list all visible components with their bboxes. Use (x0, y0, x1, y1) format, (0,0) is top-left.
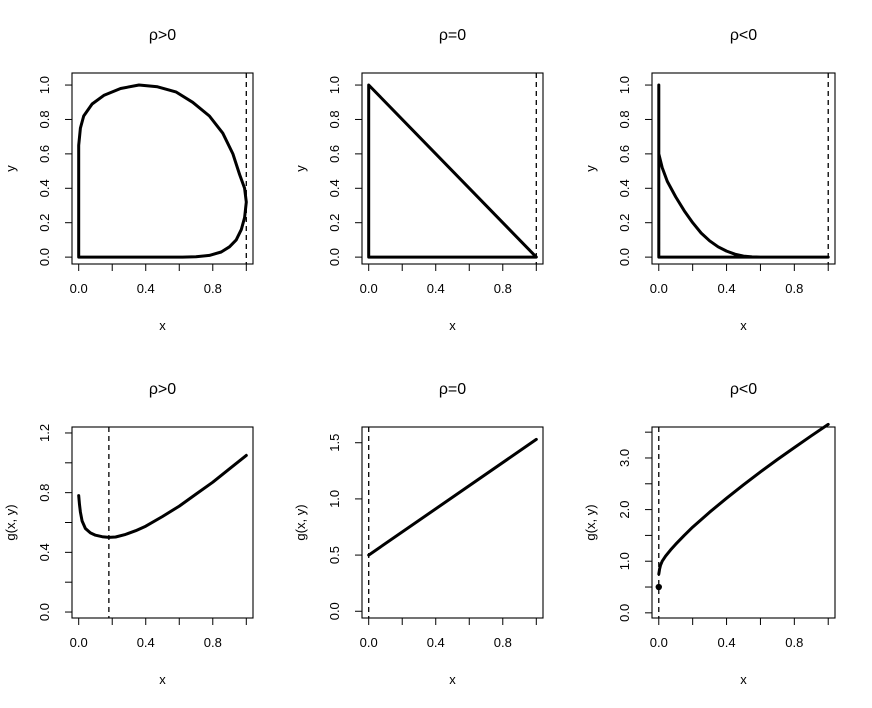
y-tick-label: 1.0 (617, 552, 632, 570)
plot-frame (71, 426, 254, 619)
y-tick-label: 1.5 (327, 434, 342, 452)
y-tick-label: 0.8 (327, 110, 342, 128)
y-tick-label: 0.0 (327, 248, 342, 266)
y-tick-label: 0.8 (37, 110, 52, 128)
y-tick-label: 0.2 (617, 214, 632, 232)
y-tick-label: 0.4 (617, 179, 632, 197)
y-tick-label: 0.0 (617, 604, 632, 622)
x-tick-label: 0.4 (427, 635, 445, 650)
x-tick-label: 0.8 (785, 635, 803, 650)
x-tick-label: 0.0 (70, 281, 88, 296)
x-tick-label: 0.4 (427, 281, 445, 296)
y-tick-label: 0.0 (37, 603, 52, 621)
y-tick-label: 0.0 (327, 602, 342, 620)
x-tick-label: 0.8 (494, 635, 512, 650)
panel-title: ρ<0 (730, 27, 757, 44)
y-axis-label: y (583, 165, 598, 172)
series-line (77, 453, 248, 539)
panel-title: ρ=0 (439, 27, 466, 44)
y-axis-label: y (293, 165, 308, 172)
x-tick-label: 0.0 (70, 635, 88, 650)
y-tick-label: 0.0 (617, 248, 632, 266)
panel-title: ρ>0 (149, 381, 176, 398)
x-axis-label: x (740, 318, 747, 333)
plot-frame (651, 426, 836, 619)
y-axis-label: y (3, 165, 18, 172)
y-axis-label: g(x, y) (3, 504, 18, 540)
plot-frame (71, 72, 254, 265)
y-tick-label: 0.5 (327, 546, 342, 564)
y-tick-label: 0.8 (617, 110, 632, 128)
series-line (657, 83, 830, 259)
y-axis-label: g(x, y) (583, 504, 598, 540)
panel-title: ρ=0 (439, 381, 466, 398)
y-tick-label: 0.6 (327, 145, 342, 163)
y-tick-label: 0.2 (327, 214, 342, 232)
y-tick-label: 0.6 (37, 145, 52, 163)
x-axis-label: x (449, 672, 456, 687)
y-tick-label: 3.0 (617, 449, 632, 467)
y-tick-label: 1.2 (37, 424, 52, 442)
data-point (655, 583, 662, 591)
x-tick-label: 0.0 (650, 281, 668, 296)
x-axis-label: x (740, 672, 747, 687)
series-line (367, 83, 538, 259)
x-axis-label: x (159, 672, 166, 687)
series-line (77, 83, 248, 259)
y-tick-label: 0.8 (37, 484, 52, 502)
series-line (367, 437, 538, 557)
y-tick-label: 1.0 (37, 76, 52, 94)
x-axis-label: x (449, 318, 456, 333)
x-tick-label: 0.0 (360, 635, 378, 650)
x-tick-label: 0.0 (360, 281, 378, 296)
y-tick-label: 1.0 (617, 76, 632, 94)
x-axis-label: x (159, 318, 166, 333)
panel-title: ρ>0 (149, 27, 176, 44)
y-tick-label: 1.0 (327, 76, 342, 94)
y-tick-label: 0.2 (37, 214, 52, 232)
plot-frame (361, 426, 544, 619)
x-tick-label: 0.8 (785, 281, 803, 296)
x-tick-label: 0.4 (718, 635, 736, 650)
panel-title: ρ<0 (730, 381, 757, 398)
series-line (657, 422, 830, 576)
y-tick-label: 0.4 (37, 543, 52, 561)
x-tick-label: 0.4 (137, 281, 155, 296)
x-tick-label: 0.8 (204, 281, 222, 296)
y-tick-label: 2.0 (617, 501, 632, 519)
x-tick-label: 0.8 (494, 281, 512, 296)
y-tick-label: 0.4 (327, 179, 342, 197)
plot-frame (651, 72, 836, 265)
x-tick-label: 0.4 (718, 281, 736, 296)
x-tick-label: 0.0 (650, 635, 668, 650)
y-axis-label: g(x, y) (293, 504, 308, 540)
y-tick-label: 0.0 (37, 248, 52, 266)
plot-frame (361, 72, 544, 265)
y-tick-label: 0.4 (37, 179, 52, 197)
y-tick-label: 1.0 (327, 490, 342, 508)
y-tick-label: 0.6 (617, 145, 632, 163)
x-tick-label: 0.4 (137, 635, 155, 650)
x-tick-label: 0.8 (204, 635, 222, 650)
